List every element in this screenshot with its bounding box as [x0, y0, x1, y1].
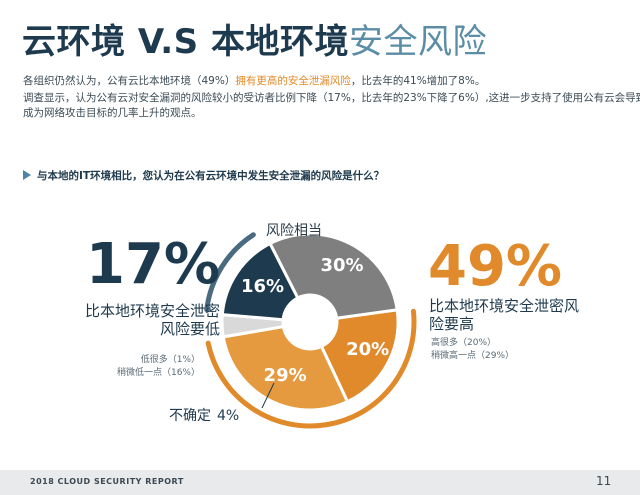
higher-risk-label-line: 险要高	[429, 315, 475, 333]
higher-risk-arc	[205, 308, 417, 429]
title-accent: 安全风险	[349, 22, 488, 62]
paragraph-line-2: 调查显示，认为公有云对安全漏洞的风险较小的受访者比例下降（17%，比去年的23%…	[23, 92, 640, 104]
breakdown-line: 高很多（20%）	[431, 338, 497, 348]
lower-risk-breakdown: 低很多（1%） 稍微低一点（16%）	[100, 354, 200, 380]
same-risk-label: 风险相当	[266, 223, 322, 239]
para-text: 各组织仍然认为，公有云比本地环境（49%）	[23, 75, 236, 87]
lower-risk-label: 比本地环境安全泄密 风险要低	[60, 302, 220, 338]
footer-bar	[0, 470, 640, 495]
lower-risk-label-line: 比本地环境安全泄密	[84, 302, 220, 320]
higher-risk-percent: 49%	[428, 234, 563, 299]
paragraph-line-1: 各组织仍然认为，公有云比本地环境（49%）拥有更高的安全泄漏风险，比去年的41%…	[23, 74, 485, 89]
lower-risk-arc	[204, 232, 256, 313]
pie-slice	[319, 308, 400, 404]
page-number: 11	[596, 474, 612, 488]
pie-slices	[220, 232, 400, 412]
breakdown-line: 稍微高一点（29%）	[431, 351, 515, 361]
higher-risk-label: 比本地环境安全泄密风 险要高	[429, 297, 599, 333]
slice-value-label: 20%	[346, 339, 390, 361]
unsure-leader-line	[261, 382, 275, 409]
pie-slice	[220, 241, 300, 322]
slice-value-label: 16%	[240, 275, 285, 297]
triangle-bullet-icon	[23, 170, 31, 180]
unsure-label: 不确定 4%	[169, 405, 239, 425]
para-highlight: 拥有更高的安全泄漏风险	[235, 75, 351, 87]
higher-risk-label-line: 比本地环境安全泄密风	[429, 297, 580, 315]
pie-slice	[268, 232, 399, 320]
lower-risk-label-line: 风险要低	[159, 320, 220, 338]
breakdown-line: 稍微低一点（16%）	[116, 368, 200, 378]
unsure-text: 不确定	[169, 408, 211, 424]
breakdown-line: 低很多（1%）	[140, 355, 200, 365]
survey-question: 与本地的IT环境相比，您认为在公有云环境中发生安全泄漏的风险是什么？	[37, 170, 385, 182]
slice-value-label: 30%	[320, 255, 364, 277]
paragraph-line-3: 成为网络攻击目标的几率上升的观点。	[23, 107, 202, 119]
para-text: ，比去年的41%增加了8%。	[350, 75, 486, 87]
higher-risk-breakdown: 高很多（20%） 稍微高一点（29%）	[431, 337, 551, 363]
page-title: 云环境 V.S 本地环境安全风险	[22, 14, 487, 63]
report-name: 2018 CLOUD SECURITY REPORT	[30, 477, 184, 486]
slice-value-label: 29%	[263, 364, 307, 386]
lower-risk-percent: 17%	[86, 232, 221, 297]
unsure-percent: 4%	[217, 408, 240, 424]
pie-slice	[221, 324, 350, 412]
title-main: 云环境 V.S 本地环境	[22, 22, 350, 62]
